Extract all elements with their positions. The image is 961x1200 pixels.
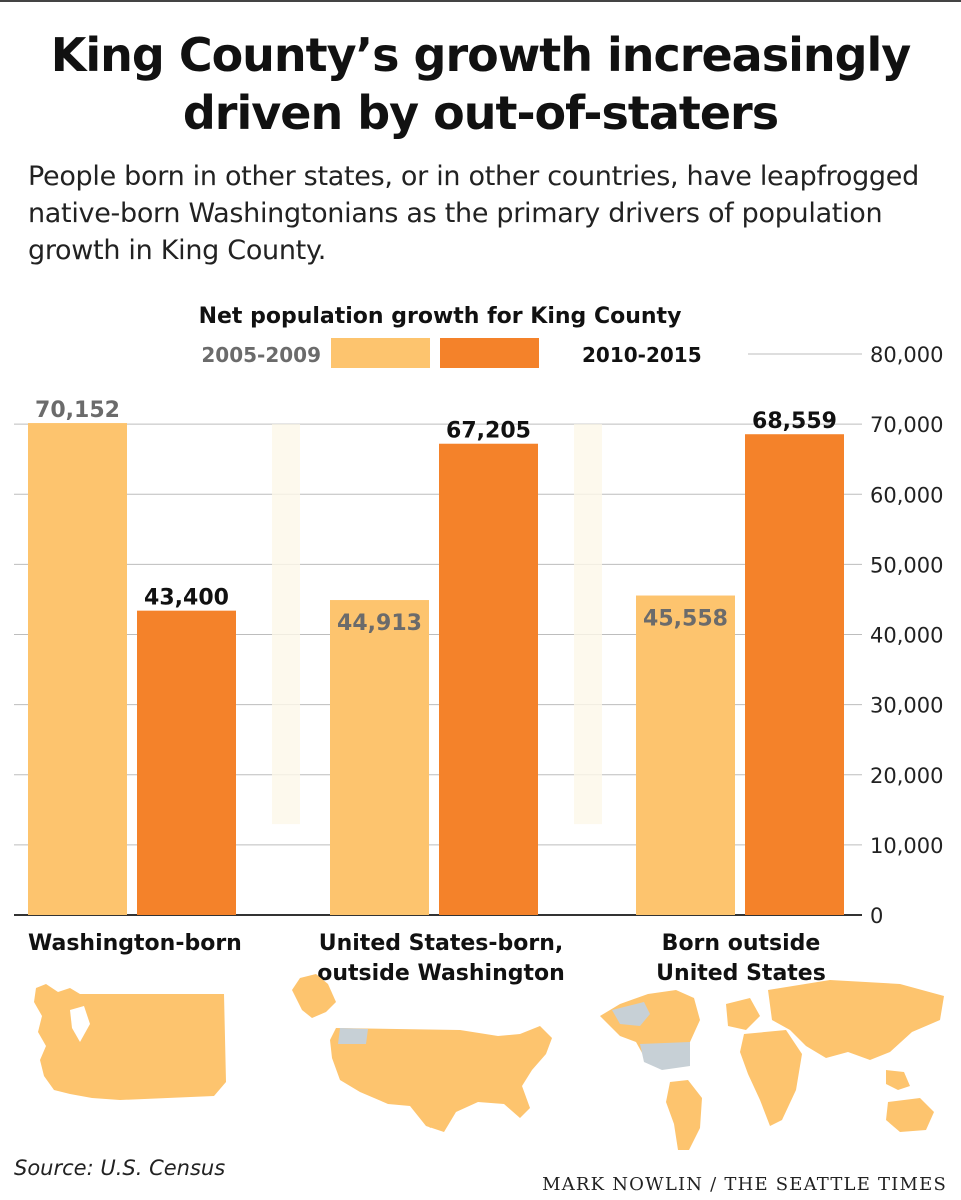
bar (439, 443, 538, 915)
y-tick-label: 80,000 (870, 343, 943, 367)
y-tick-label: 70,000 (870, 413, 943, 437)
bar (330, 600, 429, 915)
credit-line: MARK NOWLIN / THE SEATTLE TIMES (542, 1174, 947, 1195)
bar (636, 595, 735, 915)
world-map-icon (600, 980, 944, 1150)
data-label: 44,913 (337, 611, 422, 636)
data-label: 68,559 (752, 409, 837, 434)
y-tick-label: 20,000 (870, 764, 943, 788)
category-label: United States (656, 961, 826, 986)
bar-chart: Net population growth for King County 70… (14, 304, 944, 1150)
bar (28, 423, 127, 915)
top-rule (0, 0, 961, 2)
data-label: 43,400 (144, 586, 229, 611)
subtitle: People born in other states, or in other… (28, 161, 919, 266)
y-tick-label: 40,000 (870, 624, 943, 648)
legend-label: 2010-2015 (582, 343, 702, 367)
source-note: Source: U.S. Census (14, 1156, 226, 1180)
y-tick-label: 0 (870, 904, 883, 928)
category-label: United States-born, (319, 931, 564, 956)
chart-title: Net population growth for King County (199, 304, 682, 329)
category-label: Washington-born (28, 931, 242, 956)
legend-swatch (440, 338, 539, 368)
y-tick-label: 10,000 (870, 834, 943, 858)
headline: King County’s growth increasingly driven… (50, 28, 912, 140)
data-label: 45,558 (643, 607, 728, 632)
y-tick-label: 50,000 (870, 553, 943, 577)
data-label: 70,152 (35, 398, 120, 423)
washington-map-icon (34, 984, 226, 1100)
legend-label: 2005-2009 (201, 343, 321, 367)
y-tick-label: 60,000 (870, 483, 943, 507)
legend: 2005-2009 2010-2015 (201, 338, 702, 368)
category-band (272, 424, 300, 825)
category-labels: Washington-born United States-born, outsid… (28, 931, 826, 986)
y-axis: 0 10,000 20,000 30,000 40,000 50,000 60,000 70,… (870, 343, 943, 928)
bar (137, 610, 236, 915)
y-tick-label: 30,000 (870, 694, 943, 718)
united-states-map-icon (292, 974, 552, 1132)
category-bands (272, 424, 602, 825)
bar (745, 434, 844, 915)
bars (28, 423, 844, 915)
data-label: 67,205 (446, 419, 531, 444)
data-labels: 70,152 44,913 45,558 43,400 67,205 68,559 (35, 398, 837, 636)
category-band (574, 424, 602, 825)
legend-swatch (331, 338, 430, 368)
category-label: outside Washington (317, 961, 565, 986)
category-label: Born outside (662, 931, 821, 956)
